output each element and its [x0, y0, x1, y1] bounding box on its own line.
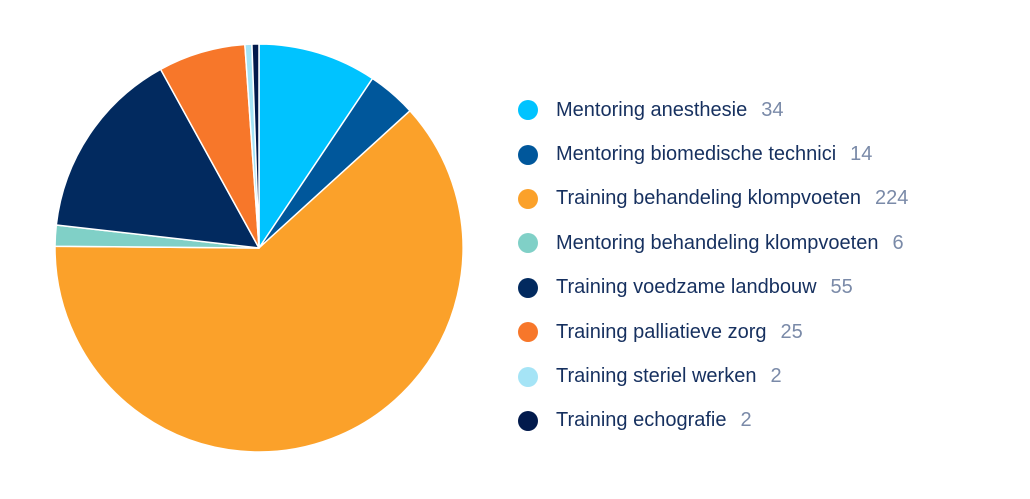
pie-slice-2[interactable] — [54, 110, 464, 453]
legend-item-5[interactable]: Training palliatieve zorg 25 — [518, 310, 908, 354]
legend-label-2: Training behandeling klompvoeten — [556, 187, 862, 210]
legend-value-3: 6 — [892, 231, 904, 254]
legend-value-6: 2 — [770, 365, 782, 388]
legend-item-0[interactable]: Mentoring anesthesie 34 — [518, 88, 908, 132]
legend: Mentoring anesthesie 34 Mentoring biomedis… — [518, 88, 908, 443]
pie-slice-4[interactable] — [55, 68, 260, 249]
legend-label-1: Mentoring biomedische technici — [556, 143, 837, 166]
legend-value-0: 34 — [761, 98, 784, 121]
legend-item-6[interactable]: Training steriel werken 2 — [518, 354, 908, 398]
legend-swatch-4 — [518, 277, 538, 298]
legend-label-5: Training palliatieve zorg — [556, 320, 767, 343]
legend-value-2: 224 — [875, 187, 909, 210]
legend-value-7: 2 — [740, 409, 752, 432]
legend-swatch-3 — [518, 233, 538, 254]
legend-swatch-0 — [518, 100, 538, 121]
legend-label-0: Mentoring anesthesie — [556, 98, 748, 121]
legend-swatch-7 — [518, 410, 538, 431]
pie-slice-0[interactable] — [258, 43, 374, 249]
legend-item-1[interactable]: Mentoring biomedische technici 14 — [518, 132, 908, 176]
legend-value-4: 55 — [830, 276, 853, 299]
legend-swatch-2 — [518, 188, 538, 209]
legend-label-3: Mentoring behandeling klompvoeten — [556, 231, 879, 254]
legend-swatch-1 — [518, 144, 538, 165]
legend-swatch-5 — [518, 322, 538, 343]
pie-slice-7[interactable] — [251, 43, 260, 249]
legend-label-7: Training echografie — [556, 409, 727, 432]
legend-item-4[interactable]: Training voedzame landbouw 55 — [518, 266, 908, 310]
legend-swatch-6 — [518, 366, 538, 387]
legend-item-3[interactable]: Mentoring behandeling klompvoeten 6 — [518, 221, 908, 265]
legend-item-7[interactable]: Training echografie 2 — [518, 399, 908, 443]
legend-label-4: Training voedzame landbouw — [556, 276, 817, 299]
legend-label-6: Training steriel werken — [556, 365, 757, 388]
legend-value-5: 25 — [780, 320, 803, 343]
legend-item-2[interactable]: Training behandeling klompvoeten 224 — [518, 177, 908, 221]
legend-value-1: 14 — [850, 143, 873, 166]
